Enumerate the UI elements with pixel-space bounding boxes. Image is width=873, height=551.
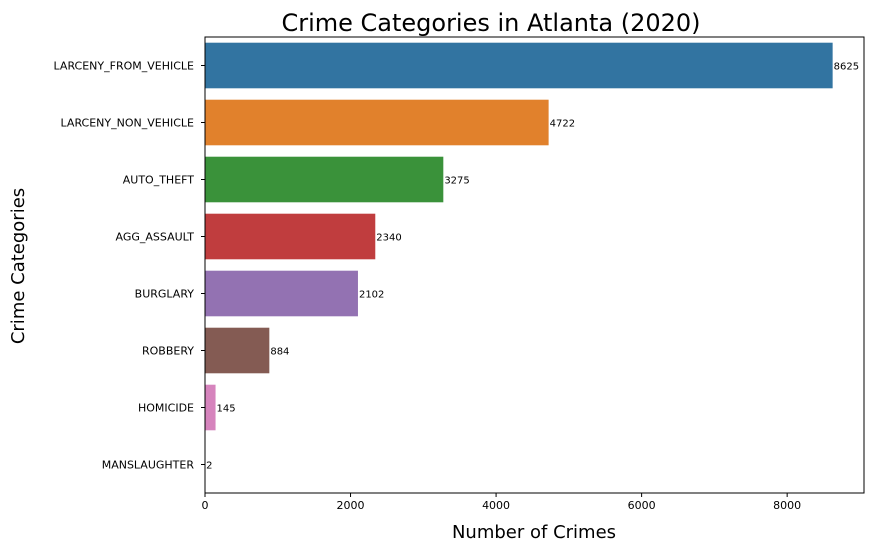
data-labels: 8625 4722 3275 2340 2102 884 145 2 [206,62,859,472]
data-label: 4722 [550,119,575,130]
y-tick-label: HOMICIDE [138,402,194,415]
data-label: 2 [206,461,212,472]
data-label: 2340 [376,233,401,244]
x-axis-label: Number of Crimes [452,522,616,543]
y-axis-label: Crime Categories [8,188,29,344]
x-tick-label: 4000 [482,499,510,512]
bar-homicide [205,384,216,431]
bar-robbery [205,327,270,374]
data-label: 8625 [834,62,859,73]
data-label: 884 [270,347,289,358]
data-label: 3275 [444,176,469,187]
plot-frame [204,36,865,494]
y-tick-labels: LARCENY_FROM_VEHICLE LARCENY_NON_VEHICLE A… [54,60,205,472]
y-tick-label: AGG_ASSAULT [116,231,195,244]
y-tick-label: MANSLAUGHTER [102,459,195,472]
data-label: 145 [217,404,236,415]
x-ticks: 0 2000 4000 6000 8000 [202,493,801,512]
bars-group [205,42,833,488]
chart-title: Crime Categories in Atlanta (2020) [281,9,700,37]
x-tick-label: 0 [202,499,209,512]
x-tick-label: 8000 [773,499,801,512]
y-tick-label: ROBBERY [142,345,194,358]
data-label: 2102 [359,290,384,301]
y-tick-label: BURGLARY [135,288,195,301]
bar-larceny-from-vehicle [205,42,833,89]
y-tick-label: AUTO_THEFT [123,174,195,187]
x-tick-label: 6000 [628,499,656,512]
x-tick-label: 2000 [337,499,365,512]
bar-larceny-non-vehicle [205,99,549,146]
bar-burglary [205,270,358,317]
y-tick-label: LARCENY_NON_VEHICLE [61,117,194,130]
bar-agg-assault [205,213,376,260]
y-tick-label: LARCENY_FROM_VEHICLE [54,60,194,73]
bar-auto-theft [205,156,444,203]
